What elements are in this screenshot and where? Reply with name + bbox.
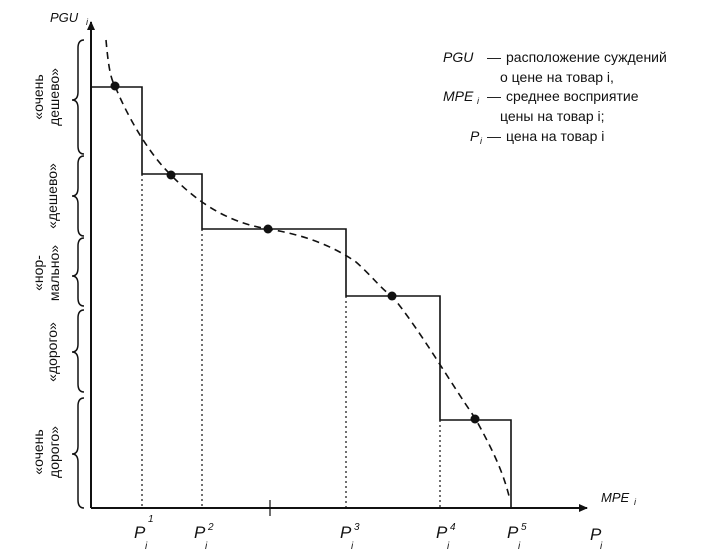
x-axis-label-mpe: MPE xyxy=(601,490,630,505)
category-label-very-cheap-2: дешево» xyxy=(46,68,62,126)
category-labels: «очень дешево» «дешево» «нор- мально» «д… xyxy=(30,68,62,478)
data-point xyxy=(470,414,480,424)
perception-curve xyxy=(105,39,511,501)
data-point xyxy=(263,224,273,234)
legend-term-sub: i xyxy=(480,136,483,146)
price-tick-sup: 2 xyxy=(207,522,214,533)
legend-dash: — xyxy=(487,88,501,104)
legend-dash: — xyxy=(487,128,501,144)
legend-term: P xyxy=(470,128,480,144)
data-point xyxy=(110,81,120,91)
category-label-normal-2: мально» xyxy=(46,245,62,301)
price-tick-base: P xyxy=(134,523,146,542)
legend-line1: среднее восприятие xyxy=(506,88,639,104)
brace-cheap xyxy=(71,155,85,237)
x-axis-label-mpe-sub: i xyxy=(634,497,637,507)
price-tick-sub: i xyxy=(518,541,521,552)
price-tick-base: P xyxy=(340,523,352,542)
category-label-very-cheap-1: «очень xyxy=(30,74,46,119)
price-tick-p3: P 3 i xyxy=(340,522,360,552)
data-point xyxy=(387,291,397,301)
price-tick-base: P xyxy=(507,523,519,542)
price-guide-lines xyxy=(141,174,441,508)
legend-item-mpe: MPE i — среднее восприятие цены на товар… xyxy=(443,88,639,124)
legend-term: MPE xyxy=(443,88,474,104)
price-tick-sup: 1 xyxy=(148,514,154,525)
price-tick-base: P xyxy=(194,523,206,542)
category-braces xyxy=(71,39,85,509)
legend-line1: цена на товар i xyxy=(506,128,604,144)
price-tick-p4: P 4 i xyxy=(436,522,456,552)
price-tick-sup: 3 xyxy=(354,522,360,533)
price-tick-sub: i xyxy=(145,541,148,552)
price-tick-sub: i xyxy=(205,541,208,552)
legend-item-price: P i — цена на товар i xyxy=(470,128,604,146)
price-tick-sub: i xyxy=(447,541,450,552)
legend-line2: о цене на товар i, xyxy=(500,69,614,85)
category-label-cheap: «дешево» xyxy=(44,163,60,229)
legend-term: PGU xyxy=(443,49,474,65)
category-label-very-expensive-2: дорого» xyxy=(46,426,62,478)
legend: PGU — расположение суждений о цене на то… xyxy=(443,49,667,146)
price-tick-labels: P 1 i P 2 i P 3 i P 4 i P 5 i xyxy=(134,514,527,552)
step-function xyxy=(91,86,512,508)
legend-line2: цены на товар i; xyxy=(500,108,605,124)
price-tick-sup: 4 xyxy=(450,522,456,533)
price-tick-p2: P 2 i xyxy=(194,522,214,552)
x-axis-label-price-sub: i xyxy=(600,541,603,552)
brace-very-cheap xyxy=(71,39,85,155)
price-tick-sup: 5 xyxy=(521,522,527,533)
price-tick-p1: P 1 i xyxy=(134,514,154,552)
brace-very-expensive xyxy=(71,397,85,509)
legend-item-pgu: PGU — расположение суждений о цене на то… xyxy=(443,49,667,85)
price-tick-base: P xyxy=(436,523,448,542)
category-label-normal-1: «нор- xyxy=(30,255,46,291)
x-axis-label-price: P xyxy=(590,525,602,544)
legend-dash: — xyxy=(487,49,501,65)
category-label-very-expensive-1: «очень xyxy=(30,429,46,474)
price-tick-sub: i xyxy=(351,541,354,552)
category-label-expensive: «дорого» xyxy=(44,322,60,382)
y-axis-label-sub: i xyxy=(86,17,89,27)
brace-expensive xyxy=(71,309,85,393)
y-axis-label: PGU xyxy=(50,10,79,25)
data-point xyxy=(166,170,176,180)
price-tick-p5: P 5 i xyxy=(507,522,527,552)
brace-normal xyxy=(71,237,85,307)
legend-term-sub: i xyxy=(477,96,480,106)
legend-line1: расположение суждений xyxy=(506,49,667,65)
